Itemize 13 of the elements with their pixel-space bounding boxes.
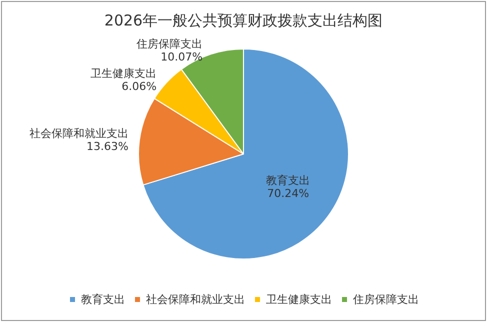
legend-label: 社会保障和就业支出 [146, 293, 245, 306]
data-label: 6.06% [122, 80, 157, 93]
slice-label: 卫生健康支出 [90, 66, 157, 80]
slice-label: 社会保障和就业支出 [29, 126, 128, 140]
slice-label: 住房保障支出 [136, 37, 203, 50]
legend-label: 卫生健康支出 [266, 293, 332, 306]
data-label: 10.07% [160, 50, 203, 64]
data-label: 13.63% [86, 140, 128, 153]
slice-label: 教育支出 [266, 174, 310, 187]
legend-label: 教育支出 [81, 293, 125, 306]
legend-label: 住房保障支出 [353, 293, 419, 306]
data-label: 70.24% [267, 186, 310, 200]
chart-title: 2026年一般公共预算财政拨款支出结构图 [104, 12, 383, 30]
